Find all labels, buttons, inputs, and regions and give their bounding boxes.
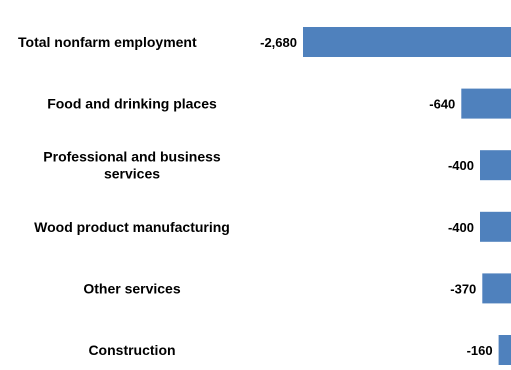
category-label-line: Construction [88, 342, 175, 358]
category-label-line: Other services [83, 280, 180, 296]
bar [461, 88, 511, 119]
category-label-line: Wood product manufacturing [34, 219, 230, 235]
bar [303, 27, 511, 57]
category-label: Construction [88, 342, 175, 358]
category-label: Professional and business services [43, 149, 221, 182]
bar [498, 335, 511, 365]
value-label: -640 [429, 97, 455, 112]
category-label-line: services [104, 166, 160, 182]
category-label: Total nonfarm employment [18, 34, 197, 50]
bar [482, 273, 511, 304]
category-label-line: Food and drinking places [47, 96, 217, 112]
value-label: -400 [448, 158, 474, 173]
bar [480, 211, 511, 242]
bar [480, 150, 511, 181]
category-label-line: Total nonfarm employment [18, 34, 197, 50]
value-label: -370 [450, 281, 476, 296]
value-label: -400 [448, 220, 474, 235]
category-label: Wood product manufacturing [34, 219, 230, 235]
category-label: Other services [83, 280, 180, 296]
plot-area: -2,680 Total nonfarm employment -640 Food a… [18, 27, 511, 365]
value-label: -160 [467, 343, 493, 358]
category-label-line: Professional and business [43, 149, 221, 165]
value-label: -2,680 [260, 35, 297, 50]
category-label: Food and drinking places [47, 96, 217, 112]
